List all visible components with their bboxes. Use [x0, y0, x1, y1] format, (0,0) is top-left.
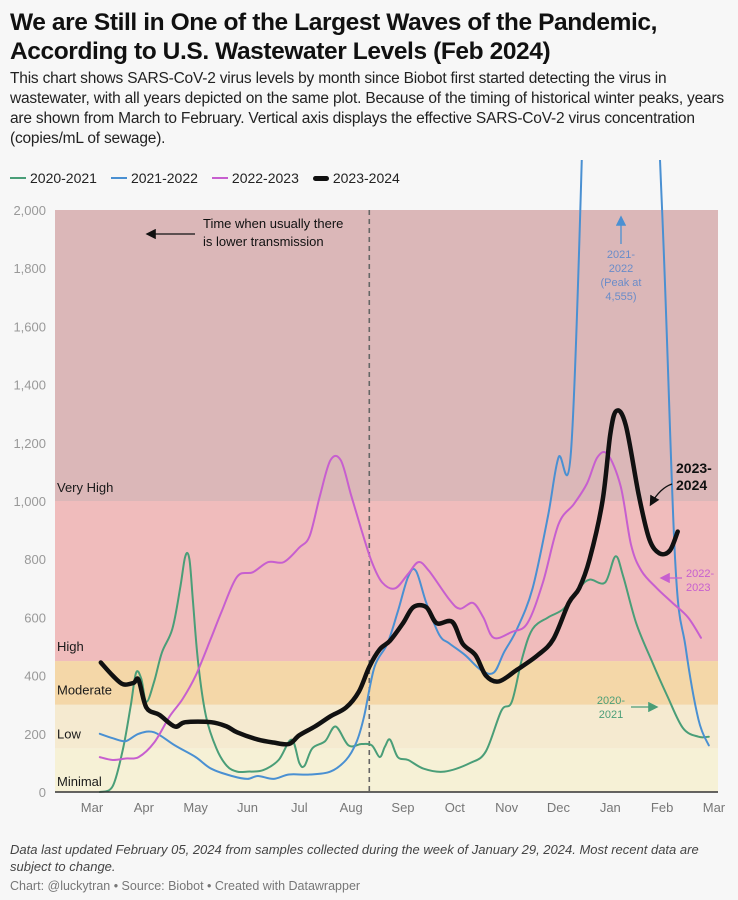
x-tick-label: Jan — [600, 800, 621, 815]
y-tick-label: 2,000 — [13, 203, 46, 218]
x-tick-label: Nov — [495, 800, 519, 815]
band-label: Moderate — [57, 683, 112, 698]
chart-credit: Chart: @luckytran • Source: Biobot • Cre… — [10, 879, 361, 893]
band-moderate — [55, 661, 718, 705]
legend-swatch — [312, 175, 329, 181]
y-tick-label: 600 — [24, 610, 46, 625]
x-tick-label: Apr — [134, 800, 155, 815]
annotation-peak-2021-2022: 2021- 2022 (Peak at 4,555) — [601, 215, 642, 303]
legend-item-2022-2023: 2022-2023 — [211, 170, 299, 186]
legend-item-2023-2024: 2023-2024 — [312, 170, 400, 186]
x-tick-label: Oct — [445, 800, 466, 815]
band-label: Low — [57, 726, 81, 741]
x-tick-label: Mar — [703, 800, 726, 815]
annotation-lower-transmission: Time when usually there is lower transmi… — [145, 216, 343, 249]
y-tick-label: 1,400 — [13, 378, 46, 393]
y-tick-label: 1,200 — [13, 436, 46, 451]
legend-item-2020-2021: 2020-2021 — [10, 170, 97, 186]
arrow-curve-icon — [649, 483, 673, 507]
series-line-2022-2023 — [98, 450, 702, 762]
y-tick-label: 1,600 — [13, 319, 46, 334]
series-line-2020-2021 — [98, 551, 710, 793]
x-tick-label: Dec — [547, 800, 571, 815]
legend-label: 2021-2022 — [130, 170, 198, 186]
annotation-text: is lower transmission — [203, 234, 324, 249]
annotation-text: 2022- — [686, 568, 714, 580]
x-tick-label: Feb — [651, 800, 673, 815]
band-label: Minimal — [57, 774, 102, 789]
y-tick-label: 1,000 — [13, 494, 46, 509]
annotation-text: 2022 — [609, 263, 633, 275]
x-tick-label: Mar — [81, 800, 104, 815]
annotation-text: (Peak at — [601, 277, 642, 289]
legend: 2020-2021 2021-2022 2022-2023 2023-2024 — [10, 170, 400, 186]
y-tick-label: 800 — [24, 552, 46, 567]
x-axis: Mar Apr May Jun Jul Aug Sep Oct Nov Dec Jan Feb Mar — [81, 800, 726, 815]
annotation-text: 2024 — [676, 477, 707, 493]
legend-swatch — [10, 177, 26, 179]
chart-title: We are Still in One of the Largest Waves… — [10, 9, 658, 65]
band-label: Very High — [57, 480, 113, 495]
series-lines — [98, 160, 710, 793]
legend-swatch — [110, 177, 127, 179]
annotation-text: 2023- — [676, 460, 712, 476]
legend-swatch — [211, 177, 228, 179]
annotation-text: 2020- — [597, 695, 625, 707]
band-high — [55, 501, 718, 662]
annotation-text: 2021 — [599, 709, 623, 721]
legend-label: 2022-2023 — [231, 170, 299, 186]
legend-label: 2020-2021 — [30, 170, 97, 186]
chart-subtitle: This chart shows SARS-CoV-2 virus levels… — [10, 70, 724, 147]
x-tick-label: Jun — [237, 800, 258, 815]
y-axis: 0 200 400 600 800 1,000 1,200 1,400 1,600 1,800 2,… — [13, 203, 46, 800]
data-notes: Data last updated February 05, 2024 from… — [10, 842, 699, 874]
y-tick-label: 1,800 — [13, 261, 46, 276]
chart-area: Minimal Low Moderate High Very High 0 200 400 6… — [13, 160, 726, 815]
annotation-text: Time when usually there — [203, 216, 343, 231]
y-tick-label: 400 — [24, 669, 46, 684]
annotation-label-2020-2021: 2020- 2021 — [597, 695, 659, 721]
band-minimal — [55, 748, 718, 792]
annotation-label-2022-2023: 2022- 2023 — [659, 568, 714, 594]
series-line-2023-2024 — [98, 408, 680, 747]
annotation-text: 2023 — [686, 582, 710, 594]
legend-label: 2023-2024 — [332, 170, 400, 186]
y-tick-label: 200 — [24, 727, 46, 742]
annotation-text: 2021- — [607, 249, 635, 261]
series-line-2021-2022 — [98, 160, 710, 780]
annotation-text: 4,555) — [605, 291, 636, 303]
y-tick-label: 0 — [39, 785, 46, 800]
band-label: High — [57, 639, 84, 654]
x-tick-label: Jul — [291, 800, 308, 815]
annotation-label-2023-2024: 2023- 2024 — [649, 460, 712, 507]
legend-item-2021-2022: 2021-2022 — [110, 170, 198, 186]
x-tick-label: May — [183, 800, 208, 815]
x-tick-label: Aug — [340, 800, 363, 815]
x-tick-label: Sep — [391, 800, 414, 815]
